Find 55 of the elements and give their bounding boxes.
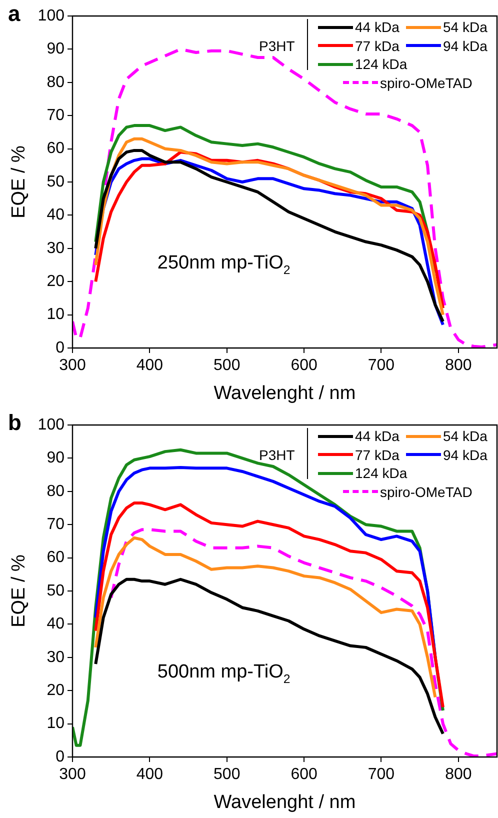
legend-label: 77 kDa [355, 38, 400, 54]
legend-label: 77 kDa [355, 446, 400, 462]
y-tick-label: 60 [46, 549, 65, 566]
x-axis-title: Wavelenght / nm [214, 792, 356, 813]
y-tick-label: 50 [46, 582, 65, 600]
y-tick-label: 30 [46, 240, 65, 257]
y-tick-label: 50 [46, 173, 65, 190]
x-tick-label: 600 [290, 357, 318, 374]
legend-label: spiro-OMeTAD [380, 74, 472, 90]
y-tick-label: 100 [38, 416, 65, 434]
legend-label: 94 kDa [443, 446, 488, 462]
y-tick-label: 0 [56, 748, 65, 766]
x-tick-label: 800 [445, 766, 472, 784]
legend-label: 44 kDa [355, 19, 400, 35]
x-tick-label: 300 [59, 357, 86, 374]
x-tick-label: 400 [136, 766, 164, 784]
y-tick-label: 10 [46, 715, 65, 732]
x-tick-label: 600 [290, 766, 318, 784]
y-tick-label: 80 [46, 482, 65, 500]
legend-label: 124 kDa [355, 465, 408, 481]
y-tick-label: 60 [46, 140, 65, 158]
y-tick-label: 10 [46, 306, 65, 324]
y-tick-label: 20 [46, 273, 65, 290]
y-tick-label: 90 [46, 40, 65, 58]
y-tick-label: 40 [46, 206, 65, 224]
y-tick-label: 70 [46, 516, 65, 534]
legend-label: 124 kDa [355, 56, 408, 72]
x-axis-title: Wavelenght / nm [214, 382, 356, 404]
x-tick-label: 300 [59, 766, 86, 784]
x-tick-label: 500 [214, 357, 240, 374]
legend-label: 94 kDa [443, 38, 488, 54]
legend-label: 54 kDa [443, 428, 488, 444]
x-tick-label: 400 [136, 357, 164, 374]
x-tick-label: 700 [368, 357, 395, 374]
y-tick-label: 70 [46, 107, 65, 124]
x-tick-label: 500 [214, 766, 240, 784]
y-tick-label: 90 [46, 450, 65, 467]
chart-title: b [8, 410, 22, 436]
y-tick-label: 30 [46, 648, 65, 666]
y-axis-title: EQE / % [8, 554, 30, 628]
x-tick-label: 700 [368, 766, 395, 784]
y-tick-label: 40 [46, 616, 65, 633]
legend-label: 54 kDa [443, 19, 488, 35]
chart-title: a [8, 1, 21, 26]
legend-label: spiro-OMeTAD [380, 484, 472, 500]
y-tick-label: 80 [46, 74, 65, 91]
y-tick-label: 20 [46, 682, 65, 700]
line-series [110, 528, 497, 757]
y-axis-title: EQE / % [8, 145, 30, 218]
legend-title: P3HT [259, 38, 295, 54]
x-tick-label: 800 [445, 357, 472, 374]
legend-title: P3HT [259, 446, 295, 462]
y-tick-label: 0 [56, 339, 65, 356]
y-tick-label: 100 [38, 7, 65, 24]
legend-label: 44 kDa [355, 428, 400, 444]
